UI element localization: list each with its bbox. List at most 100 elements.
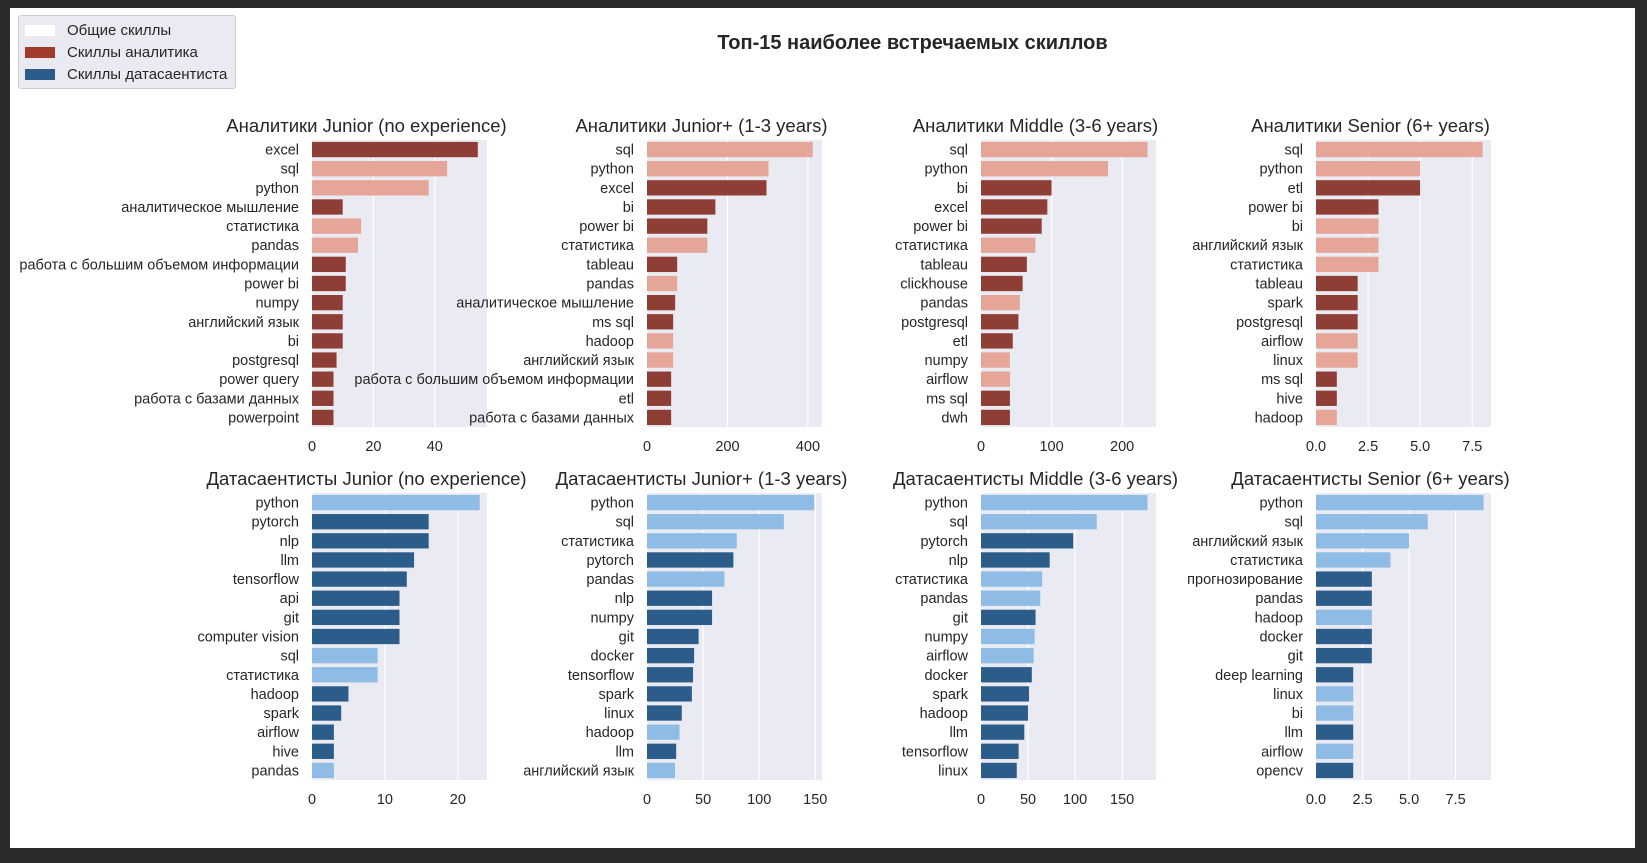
category-label: английский язык	[1192, 534, 1303, 550]
category-label: статистика	[895, 238, 969, 254]
category-label: статистика	[226, 668, 300, 684]
subplot-title: Аналитики Junior+ (1-3 years)	[575, 115, 827, 136]
bar	[647, 218, 708, 234]
category-label: computer vision	[197, 630, 299, 646]
bar	[981, 494, 1148, 511]
category-label: ms sql	[592, 315, 634, 331]
category-label: pandas	[920, 591, 968, 607]
category-label: sql	[949, 143, 968, 159]
category-label: llm	[1284, 725, 1303, 741]
legend-label-ds: Скиллы датасаентиста	[67, 65, 228, 83]
bar	[647, 371, 672, 387]
category-label: git	[284, 610, 299, 626]
bar	[312, 552, 415, 568]
category-label: tableau	[586, 257, 634, 273]
bar	[981, 628, 1035, 645]
bar	[312, 705, 342, 721]
bar	[312, 762, 334, 779]
subplot-title: Датасаентисты Junior (no experience)	[206, 468, 526, 489]
bar	[981, 199, 1048, 215]
category-label: статистика	[895, 572, 969, 588]
bar	[981, 686, 1029, 702]
bar	[312, 743, 334, 759]
bar	[312, 647, 378, 664]
category-label: power bi	[913, 219, 968, 235]
bar	[647, 762, 676, 779]
legend-swatch-ds	[25, 68, 55, 80]
category-label: tensorflow	[568, 668, 635, 684]
subplot-1: excel sql python аналитическое мышление стат…	[19, 115, 506, 455]
bar	[647, 199, 716, 215]
tick-label: 5.0	[1399, 792, 1419, 808]
tick-label: 5.0	[1410, 439, 1430, 455]
bar	[1316, 743, 1354, 759]
category-label: pandas	[251, 763, 299, 779]
category-label: bi	[1292, 219, 1303, 235]
legend-item-analyst: Скиллы аналитика	[25, 41, 227, 63]
bar	[312, 514, 429, 530]
bar	[981, 333, 1013, 349]
legend-swatch-common	[25, 24, 55, 36]
bar	[312, 628, 400, 645]
category-label: pandas	[920, 296, 968, 312]
bar	[647, 552, 734, 568]
category-label: power bi	[244, 277, 299, 293]
bar	[1316, 218, 1379, 234]
bar	[1316, 686, 1354, 702]
category-label: llm	[615, 744, 634, 760]
category-label: pytorch	[251, 515, 299, 531]
category-label: sql	[280, 649, 299, 665]
bar	[1316, 256, 1379, 273]
category-label: airflow	[257, 725, 299, 741]
tick-label: 7.5	[1462, 439, 1482, 455]
category-label: bi	[288, 334, 299, 350]
bar	[647, 161, 769, 177]
category-label: аналитическое мышление	[121, 200, 299, 216]
category-label: python	[590, 496, 634, 512]
figure-title: Топ-15 наиболее встречаемых скиллов	[717, 32, 1108, 54]
tick-label: 50	[695, 792, 711, 808]
category-label: tableau	[920, 257, 968, 273]
subplot-2: sql python excel bi power bi статистика tablea…	[354, 115, 827, 455]
bar	[1316, 494, 1484, 511]
bar	[1316, 533, 1410, 549]
category-label: numpy	[924, 353, 968, 369]
bar	[312, 590, 400, 606]
bar	[981, 647, 1034, 664]
bar	[312, 371, 334, 387]
charts-canvas: excel sql python аналитическое мышление стат…	[19, 115, 1509, 808]
category-label: python	[255, 496, 299, 512]
category-label: статистика	[226, 219, 300, 235]
category-label: sql	[1284, 515, 1303, 531]
category-label: nlp	[280, 534, 299, 550]
bar	[647, 743, 677, 759]
category-label: airflow	[926, 649, 968, 665]
category-label: работа с большим объемом информации	[19, 257, 299, 273]
category-label: nlp	[949, 553, 968, 569]
bar	[1316, 180, 1421, 196]
category-label: hadoop	[1255, 610, 1303, 626]
category-label: английский язык	[523, 763, 634, 779]
category-label: postgresql	[1236, 315, 1303, 331]
category-label: аналитическое мышление	[456, 296, 634, 312]
category-label: hadoop	[251, 687, 299, 703]
tick-label: 7.5	[1446, 792, 1466, 808]
category-label: работа с большим объемом информации	[354, 372, 634, 388]
category-label: spark	[933, 687, 969, 703]
bar	[647, 533, 737, 549]
category-label: excel	[600, 181, 634, 197]
bar	[312, 141, 478, 158]
bar	[1316, 609, 1372, 626]
tick-label: 0.0	[1306, 792, 1326, 808]
bar	[647, 628, 699, 645]
category-label: работа с базами данных	[134, 391, 300, 407]
category-label: sql	[615, 143, 634, 159]
category-label: статистика	[1230, 257, 1304, 273]
subplot-6: python sql статистика pytorch pandas nlp numpy…	[523, 468, 847, 808]
bar	[981, 743, 1019, 759]
category-label: tensorflow	[902, 744, 969, 760]
bar	[647, 390, 672, 406]
bar	[312, 352, 337, 368]
tick-label: 0	[977, 439, 985, 455]
tick-label: 100	[1039, 439, 1063, 455]
